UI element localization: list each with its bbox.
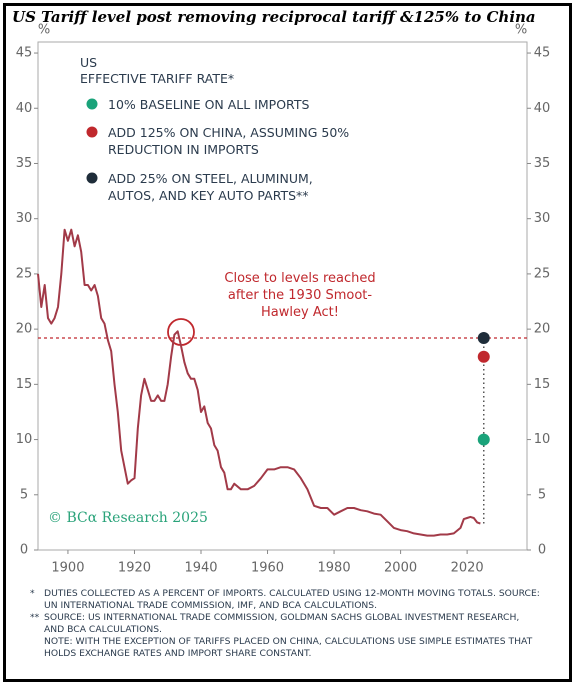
y2-tick-label: 25 bbox=[534, 266, 551, 281]
y-tick-label: 25 bbox=[16, 266, 33, 281]
legend-label: ADD 25% ON STEEL, ALUMINUM, AUTOS, AND K… bbox=[108, 171, 313, 203]
note: * DUTIES COLLECTED AS A PERCENT OF IMPORT… bbox=[30, 588, 540, 612]
y-tick-label: 30 bbox=[16, 211, 33, 226]
y2-tick-label: 30 bbox=[534, 211, 551, 226]
legend-title: US bbox=[80, 55, 98, 70]
y2-unit: % bbox=[515, 23, 527, 38]
point bbox=[477, 350, 490, 363]
notes: * DUTIES COLLECTED AS A PERCENT OF IMPORT… bbox=[30, 588, 540, 660]
y-tick-label: 15 bbox=[16, 377, 33, 392]
y2-tick-label: 0 bbox=[538, 543, 546, 558]
annotation: Close to levels reached after the 1930 S… bbox=[224, 271, 376, 320]
legend-swatch bbox=[86, 172, 98, 184]
y-tick-label: 20 bbox=[16, 322, 33, 337]
note-text: DUTIES COLLECTED AS A PERCENT OF IMPORTS… bbox=[44, 588, 540, 611]
plot-frame bbox=[37, 41, 528, 551]
y2-tick-label: 5 bbox=[538, 487, 546, 502]
point bbox=[477, 433, 490, 446]
legend-label: 10% BASELINE ON ALL IMPORTS bbox=[108, 97, 310, 112]
y-tick-label: 40 bbox=[16, 101, 33, 116]
y-tick-label: 10 bbox=[16, 432, 33, 447]
frame bbox=[3, 3, 572, 682]
y2-tick-label: 10 bbox=[534, 432, 551, 447]
note: NOTE: WITH THE EXCEPTION OF TARIFFS PLAC… bbox=[30, 636, 540, 660]
point bbox=[477, 331, 490, 344]
y-tick-label: 5 bbox=[20, 487, 28, 502]
legend-swatch bbox=[86, 98, 98, 110]
note-text: NOTE: WITH THE EXCEPTION OF TARIFFS PLAC… bbox=[44, 636, 533, 659]
x-tick-label: 1900 bbox=[51, 561, 84, 576]
title: US Tariff level post removing reciprocal… bbox=[12, 8, 536, 26]
y-unit: % bbox=[38, 23, 50, 38]
x-tick-label: 1940 bbox=[184, 561, 217, 576]
legend-swatch bbox=[86, 126, 98, 138]
note-text: SOURCE: US INTERNATIONAL TRADE COMMISSIO… bbox=[44, 612, 520, 635]
note-marker: ** bbox=[30, 612, 40, 623]
line bbox=[37, 228, 481, 537]
y2-tick-label: 40 bbox=[534, 101, 551, 116]
y2-tick-label: 35 bbox=[534, 156, 551, 171]
note: ** SOURCE: US INTERNATIONAL TRADE COMMISS… bbox=[30, 612, 540, 636]
y-tick-label: 0 bbox=[20, 543, 28, 558]
legend-title: EFFECTIVE TARIFF RATE* bbox=[80, 71, 235, 86]
note-marker bbox=[30, 636, 44, 660]
x-tick-label: 1920 bbox=[118, 561, 151, 576]
y-tick-label: 45 bbox=[16, 46, 33, 61]
watermark: © BCα Research 2025 bbox=[48, 510, 208, 526]
y2-tick-label: 45 bbox=[534, 46, 551, 61]
x-tick-label: 1980 bbox=[318, 561, 351, 576]
y-tick-label: 35 bbox=[16, 156, 33, 171]
x-tick-label: 2020 bbox=[451, 561, 484, 576]
note-marker: * bbox=[30, 588, 35, 599]
x-tick-label: 1960 bbox=[251, 561, 284, 576]
y2-tick-label: 15 bbox=[534, 377, 551, 392]
highlight-circle bbox=[167, 318, 195, 346]
x-tick-label: 2000 bbox=[384, 561, 417, 576]
y2-tick-label: 20 bbox=[534, 322, 551, 337]
legend-label: ADD 125% ON CHINA, ASSUMING 50% REDUCTIO… bbox=[108, 125, 350, 157]
